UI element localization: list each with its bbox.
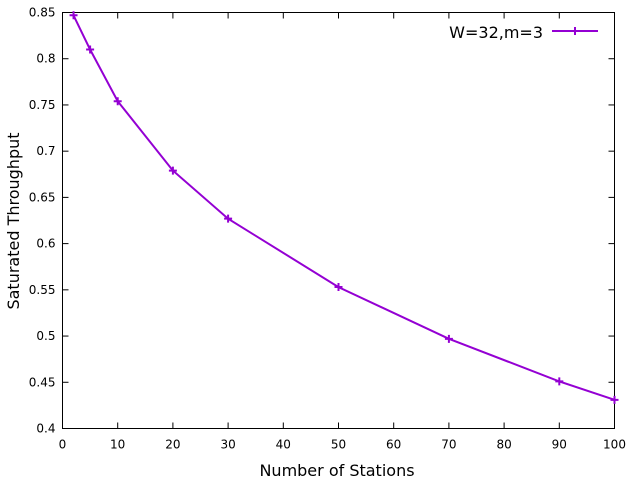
x-tick-label: 60	[386, 438, 401, 452]
x-tick-label: 90	[552, 438, 567, 452]
y-tick-label: 0.65	[29, 190, 56, 204]
x-tick-label: 0	[59, 438, 67, 452]
data-point-marker	[168, 166, 177, 175]
legend-plus-marker	[571, 27, 579, 35]
plot-frame	[62, 12, 615, 429]
y-tick-label: 0.8	[36, 52, 55, 66]
x-tick-label: 30	[220, 438, 235, 452]
y-tick-label: 0.6	[36, 237, 55, 251]
data-point-marker	[224, 214, 233, 223]
x-tick-label: 40	[276, 438, 291, 452]
data-point-marker	[555, 377, 564, 386]
series-layer	[69, 11, 619, 404]
legend-label: W=32,m=3	[449, 23, 543, 42]
x-tick-label: 10	[110, 438, 125, 452]
x-tick-label: 80	[496, 438, 511, 452]
y-tick-label: 0.45	[29, 375, 56, 389]
y-axis: 0.4 0.45 0.5 0.55 0.6 0.65 0.7 0.75 0.8 0.85	[29, 6, 615, 436]
x-tick-label: 70	[441, 438, 456, 452]
x-tick-label: 100	[603, 438, 626, 452]
series-line	[72, 14, 615, 401]
data-point-marker	[69, 11, 78, 20]
y-tick-label: 0.75	[29, 98, 56, 112]
data-point-marker	[610, 395, 619, 404]
data-point-marker	[113, 97, 122, 106]
data-point-marker	[334, 283, 343, 292]
y-tick-label: 0.85	[29, 6, 56, 20]
y-axis-title: Saturated Throughput	[4, 132, 23, 309]
x-tick-label: 20	[165, 438, 180, 452]
y-tick-label: 0.4	[36, 422, 55, 436]
legend-marker-glyph	[571, 27, 579, 35]
x-tick-label: 50	[331, 438, 346, 452]
y-tick-label: 0.7	[36, 144, 55, 158]
x-axis: 0 10 20 30 40 50 60 70 80 90 100	[59, 12, 626, 452]
x-axis-title: Number of Stations	[259, 461, 414, 480]
data-point-marker	[86, 45, 95, 54]
y-tick-label: 0.5	[36, 329, 55, 343]
legend: W=32,m=3	[449, 23, 598, 42]
y-tick-label: 0.55	[29, 283, 56, 297]
data-point-marker	[444, 334, 453, 343]
